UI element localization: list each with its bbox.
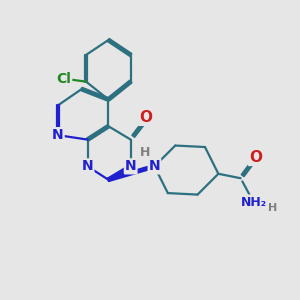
Text: N: N	[148, 159, 160, 173]
Text: NH₂: NH₂	[241, 196, 267, 208]
Text: Cl: Cl	[56, 72, 71, 86]
Text: O: O	[139, 110, 152, 125]
Text: O: O	[249, 150, 262, 165]
Text: H: H	[268, 203, 277, 213]
Text: N: N	[52, 128, 64, 142]
Text: H: H	[140, 146, 151, 160]
Text: N: N	[125, 159, 136, 173]
Text: N: N	[82, 159, 93, 173]
